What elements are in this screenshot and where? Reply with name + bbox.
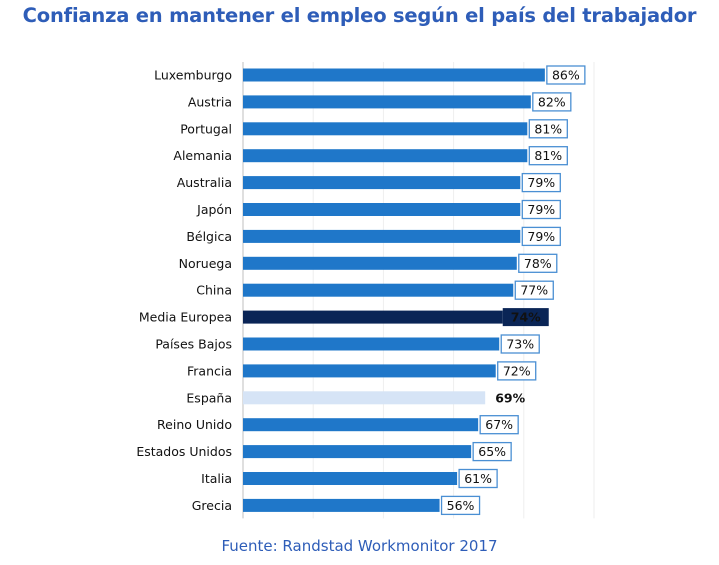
category-label: Bélgica [186, 229, 232, 244]
bar-reino-unido [243, 418, 479, 432]
value-label: 72% [497, 361, 537, 381]
category-labels: Luxemburgo Austria Portugal Alemania Austral… [136, 68, 232, 513]
bar-portugal [243, 122, 528, 136]
svg-text:79%: 79% [527, 175, 555, 190]
value-label: 79% [521, 226, 561, 247]
bars [243, 68, 545, 512]
category-label: Portugal [180, 121, 232, 136]
source-note: Fuente: Randstad Workmonitor 2017 [221, 537, 498, 555]
category-label: España [186, 390, 232, 405]
category-label: Media Europea [139, 310, 232, 325]
value-label: 67% [479, 415, 519, 435]
bar-estados-unidos [243, 445, 472, 459]
svg-text:73%: 73% [506, 337, 534, 352]
svg-text:56%: 56% [447, 498, 475, 513]
value-label: 82% [532, 92, 572, 112]
value-labels: 86% 82% 81% 81% 79% 79% 79% 78% 77% 74% 73% 72% 69% 6… [440, 65, 586, 516]
category-label: Estados Unidos [136, 444, 232, 459]
svg-text:81%: 81% [534, 121, 562, 136]
value-label: 61% [458, 468, 498, 489]
bar-luxemburgo [243, 68, 545, 82]
svg-text:79%: 79% [527, 229, 555, 244]
category-label: Italia [201, 471, 232, 486]
category-label: Francia [187, 363, 232, 378]
bar-china [243, 283, 514, 297]
svg-text:77%: 77% [520, 283, 548, 298]
svg-text:86%: 86% [552, 68, 580, 83]
bar-japón [243, 203, 521, 216]
value-label: 73% [500, 334, 540, 354]
svg-text:81%: 81% [534, 148, 562, 163]
category-label: Austria [188, 94, 232, 109]
bar-austria [243, 95, 531, 109]
category-label: Grecia [192, 498, 232, 513]
bar-bélgica [243, 229, 521, 243]
category-label: Reino Unido [157, 417, 232, 432]
category-label: Noruega [179, 256, 232, 271]
value-label: 79% [521, 199, 561, 220]
svg-text:69%: 69% [495, 390, 525, 405]
category-label: Australia [177, 175, 232, 190]
svg-text:61%: 61% [464, 471, 492, 486]
value-label: 74% [502, 308, 549, 327]
category-label: Luxemburgo [154, 68, 232, 83]
value-label: 79% [521, 172, 561, 193]
bar-italia [243, 472, 458, 485]
category-label: China [196, 283, 232, 298]
bar-países-bajos [243, 337, 500, 351]
bar-españa [243, 391, 486, 405]
svg-text:82%: 82% [538, 94, 566, 109]
value-label: 86% [546, 65, 586, 85]
category-label: Japón [196, 202, 232, 217]
bar-grecia [243, 498, 440, 512]
chart-title: Confianza en mantener el empleo según el… [22, 4, 697, 27]
value-label: 81% [528, 119, 568, 139]
value-label: 69% [495, 390, 525, 405]
bar-alemania [243, 149, 528, 163]
category-label: Países Bajos [155, 337, 232, 352]
value-label: 56% [440, 495, 481, 516]
value-label: 78% [518, 253, 558, 273]
svg-text:65%: 65% [478, 444, 506, 459]
bar-noruega [243, 256, 517, 270]
value-label: 81% [528, 146, 568, 166]
bar-media-europea [243, 310, 503, 324]
value-label: 65% [472, 441, 512, 462]
bar-australia [243, 176, 521, 190]
svg-text:67%: 67% [485, 417, 513, 432]
bar-francia [243, 364, 496, 378]
svg-text:79%: 79% [527, 202, 555, 217]
svg-text:72%: 72% [503, 363, 531, 378]
value-label: 77% [514, 280, 554, 300]
svg-text:78%: 78% [524, 256, 552, 271]
category-label: Alemania [173, 148, 232, 163]
svg-text:74%: 74% [511, 310, 541, 325]
